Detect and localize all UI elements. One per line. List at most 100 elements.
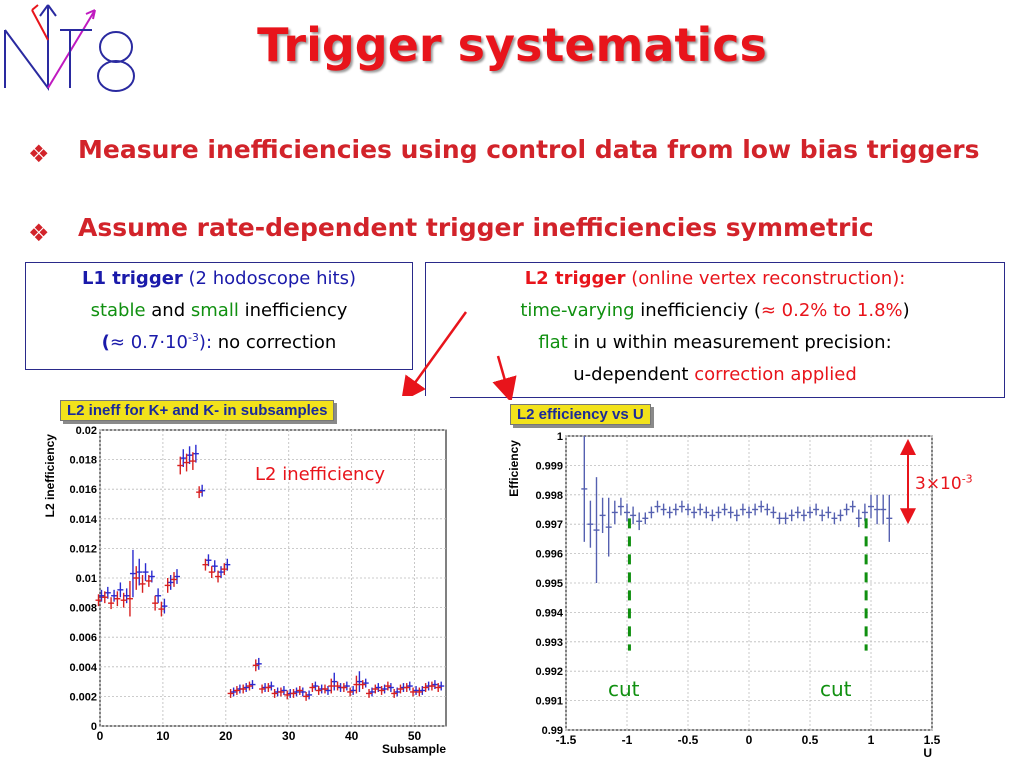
y-tick-label: 0: [91, 721, 97, 733]
data-point: [356, 671, 363, 692]
x-tick-label: 1.5: [924, 733, 941, 747]
data-point: [353, 675, 360, 694]
x-tick-label: 0: [97, 729, 104, 743]
data-point: [715, 506, 722, 519]
data-point: [133, 566, 140, 590]
data-point: [343, 681, 350, 691]
data-point: [403, 683, 410, 692]
data-point: [277, 687, 284, 697]
data-point: [309, 683, 316, 692]
data-point: [825, 506, 832, 519]
data-point: [381, 684, 388, 694]
data-point: [369, 687, 376, 697]
l1-exp: -3: [187, 331, 199, 344]
data-point: [255, 657, 262, 670]
data-point: [145, 575, 152, 587]
data-point: [111, 589, 118, 602]
data-point: [378, 686, 385, 695]
arrow-to-right-plot: [492, 355, 517, 403]
data-point: [170, 572, 177, 587]
data-point: [359, 680, 366, 689]
data-point: [807, 506, 813, 519]
data-point: [642, 512, 649, 525]
y-tick-label: 1: [557, 431, 563, 443]
y-tick-label: 0.996: [535, 549, 563, 561]
data-point: [394, 687, 401, 697]
x-axis-label: Subsample: [382, 742, 446, 756]
data-point: [636, 512, 643, 531]
bullet-text-2: Assume rate-dependent trigger inefficien…: [78, 213, 874, 242]
data-point: [249, 680, 256, 689]
data-point: [746, 506, 752, 519]
data-point: [152, 595, 159, 611]
data-point: [819, 509, 826, 522]
y-tick-label: 0.993: [535, 637, 563, 649]
l2-flat: flat: [538, 332, 568, 353]
data-point: [703, 506, 710, 519]
data-point: [727, 506, 734, 519]
data-point: [173, 569, 180, 584]
x-tick-label: -1: [622, 733, 633, 747]
y-tick-label: 0.006: [69, 632, 97, 644]
data-point: [161, 598, 168, 614]
data-point: [321, 684, 328, 694]
right-plot-panel: -1.5 -1 -0.5 0 0.5 1 1.5 0.99 0.991 0.992 0.993 0.9…: [500, 400, 950, 766]
data-point: [136, 558, 143, 586]
x-axis-label: U: [923, 746, 932, 760]
data-point: [324, 686, 331, 695]
right-plot: -1.5 -1 -0.5 0 0.5 1 1.5 0.99 0.991 0.992 0.993 0.9…: [507, 431, 941, 760]
data-point: [186, 446, 193, 465]
l2-udep: u-dependent: [573, 364, 689, 385]
x-tick-label: -0.5: [678, 733, 699, 747]
l1-approx: ≈ 0.7·10: [109, 332, 188, 353]
data-point: [648, 506, 655, 519]
data-point: [849, 500, 856, 513]
l2-corr: correction applied: [694, 364, 857, 385]
l1-open: (: [101, 332, 110, 353]
data-point: [416, 687, 423, 697]
data-point: [880, 494, 887, 525]
data-point: [117, 582, 124, 598]
data-point: [246, 681, 253, 691]
l1-name: L1 trigger: [82, 268, 183, 289]
data-point: [95, 594, 102, 607]
cut-left-label: cut: [608, 677, 640, 701]
data-point: [375, 683, 382, 692]
l1-desc: (2 hodoscope hits): [188, 268, 356, 289]
data-point: [334, 681, 341, 691]
y-tick-label: 0.012: [69, 543, 97, 555]
data-point: [794, 506, 801, 519]
data-point: [413, 686, 420, 695]
data-point: [284, 690, 291, 700]
slide-title: Trigger systematics: [257, 18, 767, 72]
data-point: [350, 686, 357, 695]
data-point: [691, 506, 698, 519]
left-plot: 0 10 20 30 40 50 0 0.002 0.004 0.006 0.008 0.01 0.01…: [43, 425, 447, 756]
data-point: [855, 509, 862, 528]
data-point: [167, 575, 174, 590]
data-point: [739, 503, 746, 516]
y-tick-label: 0.014: [69, 514, 97, 526]
data-point: [303, 691, 310, 701]
data-point: [306, 690, 313, 700]
data-point: [202, 558, 209, 571]
data-point: [874, 494, 881, 525]
data-point: [142, 563, 149, 581]
y-tick-label: 0.995: [535, 578, 563, 590]
data-point: [158, 601, 165, 617]
data-point: [387, 683, 394, 692]
y-tick-label: 0.997: [535, 519, 563, 531]
data-point: [685, 503, 691, 516]
bullet-marker: ❖: [28, 140, 50, 168]
data-point: [340, 683, 347, 692]
data-point: [192, 444, 199, 463]
y-tick-label: 0.994: [535, 607, 563, 619]
data-point: [654, 500, 661, 513]
l1-close: ):: [198, 332, 213, 353]
data-point: [678, 500, 685, 513]
data-point: [431, 680, 438, 689]
data-point: [196, 486, 203, 499]
data-point: [120, 592, 127, 608]
data-point: [776, 512, 783, 525]
